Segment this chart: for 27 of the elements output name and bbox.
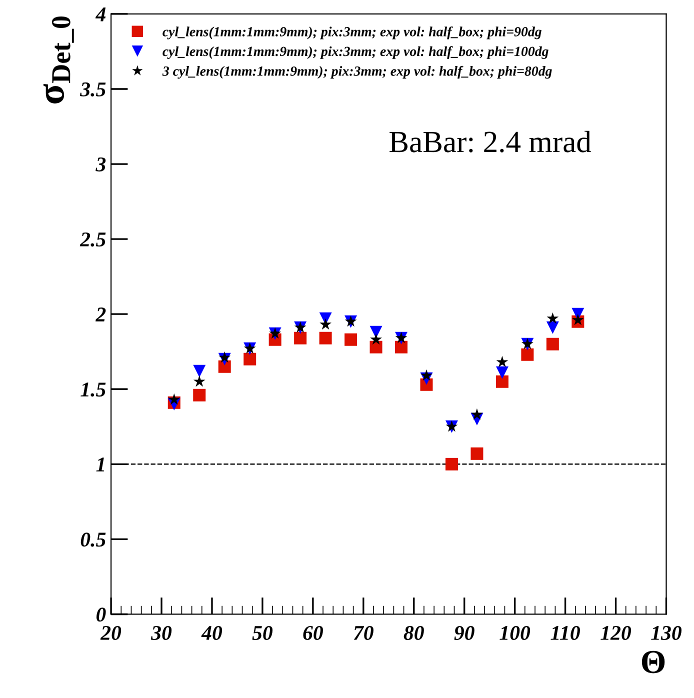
x-tick-label: 40	[201, 626, 222, 640]
x-tick-label: 50	[252, 626, 273, 640]
y-tick-label: 3.5	[80, 82, 106, 97]
annotation: BaBar: 2.4 mrad	[390, 130, 592, 152]
x-tick-label: 70	[354, 626, 374, 640]
y-tick-label: 0.5	[80, 532, 106, 547]
x-tick-label: 90	[454, 626, 474, 640]
x-tick-label: 80	[404, 626, 424, 640]
x-tick-label: 60	[303, 626, 323, 640]
x-tick-label: 20	[100, 626, 122, 640]
y-axis-title: σ$_{Det_0}$	[43, 16, 74, 104]
x-axis-title: Θ	[642, 650, 665, 674]
y-tick-label: 4	[95, 7, 106, 22]
x-tick-label: 130	[651, 626, 682, 640]
legend-label: 3 cyl_lens(1mm:1mm:9mm); pix:3mm; exp vol: half_box; phi=80dg	[162, 66, 552, 79]
y-tick-label: 2	[96, 308, 106, 322]
y-tick-label: 0	[96, 608, 106, 622]
x-tick-label: 100	[500, 626, 530, 640]
y-tick-label: 1	[96, 458, 104, 472]
y-tick-label: 2.5	[80, 232, 106, 247]
legend-label: cyl_lens(1mm:1mm:9mm); pix:3mm; exp vol: half_box; phi=90dg	[162, 26, 542, 40]
x-tick-label: 110	[550, 626, 580, 640]
legend-label: cyl_lens(1mm:1mm:9mm); pix:3mm; exp vol: half_box; phi=100dg	[162, 46, 548, 59]
x-tick-label: 30	[150, 626, 172, 640]
y-tick-label: 1.5	[80, 382, 106, 397]
x-tick-label: 120	[600, 626, 632, 640]
y-tick-label: 3	[96, 157, 106, 172]
